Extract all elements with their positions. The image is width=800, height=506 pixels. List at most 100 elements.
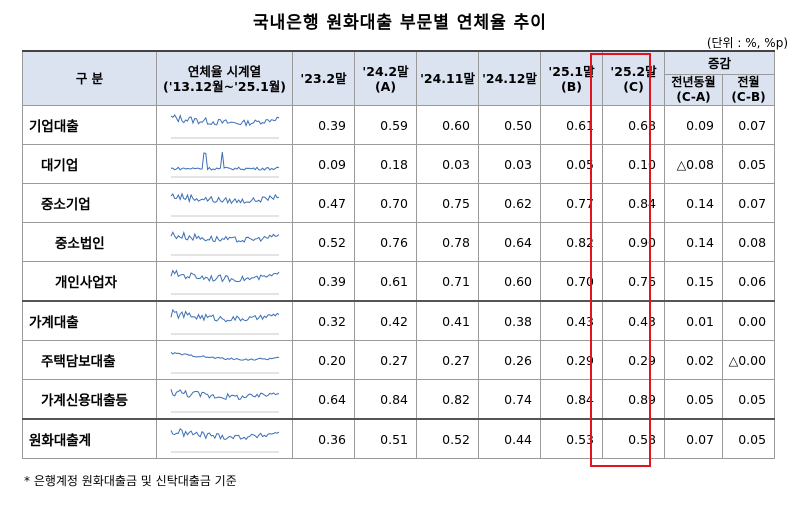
value-cell: 0.74: [478, 379, 542, 420]
value-cell: 0.41: [416, 300, 480, 341]
header-yoy-label: 전년동월: [671, 75, 716, 89]
value-cell: 0.39: [292, 261, 356, 302]
row-label: 원화대출계: [21, 418, 157, 459]
value-cell: 0.68: [602, 105, 666, 145]
sparkline-chart: [170, 113, 279, 139]
sparkline-chart: [170, 152, 279, 178]
header-yoy: 전년동월 (C-A): [664, 74, 724, 106]
value-cell: 0.84: [540, 379, 604, 420]
row-label: 기업대출: [21, 105, 157, 145]
value-cell: 0.09: [664, 105, 724, 145]
unit-label: (단위 : %, %p): [706, 36, 788, 50]
header-sparkline: 연체율 시계열 ('13.12월~'25.1월): [156, 50, 294, 106]
value-cell: 0.14: [664, 222, 724, 262]
header-col5: '25.1말 (B): [540, 50, 604, 106]
header-mom-label: 전월: [737, 75, 760, 89]
sparkline-cell: [156, 418, 294, 459]
header-sparkline-sub: ('13.12월~'25.1월): [163, 78, 286, 94]
row-label: 대기업: [21, 144, 157, 184]
value-cell: 0.29: [602, 340, 666, 380]
value-cell: 0.06: [722, 261, 776, 302]
header-col5-sub: (B): [561, 78, 582, 94]
value-cell: 0.50: [478, 105, 542, 145]
value-cell: 0.51: [354, 418, 418, 459]
row-label: 개인사업자: [21, 261, 157, 302]
sparkline-chart: [170, 269, 279, 295]
table-row: 원화대출계 0.36 0.51 0.52 0.44 0.53 0.58 0.07 0.05: [21, 418, 776, 459]
row-label: 중소법인: [21, 222, 157, 262]
value-cell: 0.64: [292, 379, 356, 420]
sparkline-cell: [156, 105, 294, 145]
value-cell: 0.42: [354, 300, 418, 341]
value-cell: 0.60: [416, 105, 480, 145]
value-cell: 0.07: [722, 183, 776, 223]
sparkline-cell: [156, 300, 294, 341]
value-cell: 0.26: [478, 340, 542, 380]
sparkline-cell: [156, 183, 294, 223]
value-cell: 0.58: [602, 418, 666, 459]
value-cell: 0.44: [478, 418, 542, 459]
sparkline-cell: [156, 144, 294, 184]
header-col4: '24.12말: [478, 50, 542, 106]
header-mom: 전월 (C-B): [722, 74, 776, 106]
value-cell: 0.03: [478, 144, 542, 184]
table-row: 대기업 0.09 0.18 0.03 0.03 0.05 0.10 △0.08 0.05: [21, 144, 776, 184]
value-cell: 0.77: [540, 183, 604, 223]
sparkline-cell: [156, 340, 294, 380]
row-label: 가계대출: [21, 300, 157, 341]
value-cell: 0.14: [664, 183, 724, 223]
header-col6: '25.2말 (C): [602, 50, 666, 106]
row-label: 중소기업: [21, 183, 157, 223]
sparkline-chart: [170, 351, 279, 374]
value-cell: 0.38: [478, 300, 542, 341]
value-cell: 0.84: [602, 183, 666, 223]
sparkline-chart: [170, 427, 279, 453]
header-col2-label: '24.2말: [362, 63, 409, 79]
table-row: 가계대출 0.32 0.42 0.41 0.38 0.43 0.43 0.01 0.00: [21, 300, 776, 341]
value-cell: 0.20: [292, 340, 356, 380]
sparkline-chart: [170, 192, 279, 217]
value-cell: 0.52: [416, 418, 480, 459]
value-cell: 0.07: [664, 418, 724, 459]
table-row: 가계신용대출등 0.64 0.84 0.82 0.74 0.84 0.89 0.05 0.05: [21, 379, 776, 420]
header-sparkline-title: 연체율 시계열: [187, 63, 262, 79]
value-cell: 0.15: [664, 261, 724, 302]
header-col6-sub: (C): [623, 78, 644, 94]
value-cell: 0.43: [540, 300, 604, 341]
sparkline-chart: [170, 389, 279, 413]
value-cell: 0.64: [478, 222, 542, 262]
value-cell: 0.76: [354, 222, 418, 262]
value-cell: 0.76: [602, 261, 666, 302]
footnote: * 은행계정 원화대출금 및 신탁대출금 기준: [24, 474, 237, 488]
value-cell: 0.10: [602, 144, 666, 184]
value-cell: 0.09: [292, 144, 356, 184]
value-cell: 0.08: [722, 222, 776, 262]
value-cell: 0.53: [540, 418, 604, 459]
value-cell: 0.75: [416, 183, 480, 223]
value-cell: 0.61: [540, 105, 604, 145]
table-row: 주택담보대출 0.20 0.27 0.27 0.26 0.29 0.29 0.02 △0.00: [21, 340, 776, 380]
header-col1: '23.2말: [292, 50, 356, 106]
header-yoy-sub: (C-A): [676, 90, 711, 104]
value-cell: 0.84: [354, 379, 418, 420]
header-mom-sub: (C-B): [731, 90, 766, 104]
value-cell: 0.05: [722, 418, 776, 459]
table-row: 개인사업자 0.39 0.61 0.71 0.60 0.70 0.76 0.15 0.06: [21, 261, 776, 302]
value-cell: 0.89: [602, 379, 666, 420]
value-cell: △0.08: [664, 144, 724, 184]
value-cell: 0.29: [540, 340, 604, 380]
value-cell: 0.61: [354, 261, 418, 302]
header-col2: '24.2말 (A): [354, 50, 418, 106]
value-cell: 0.71: [416, 261, 480, 302]
value-cell: 0.18: [354, 144, 418, 184]
header-col3: '24.11말: [416, 50, 480, 106]
value-cell: 0.05: [540, 144, 604, 184]
table-row: 중소법인 0.52 0.76 0.78 0.64 0.82 0.90 0.14 0.08: [21, 222, 776, 262]
value-cell: 0.90: [602, 222, 666, 262]
table-row: 기업대출 0.39 0.59 0.60 0.50 0.61 0.68 0.09 0.07: [21, 105, 776, 145]
table-row: 중소기업 0.47 0.70 0.75 0.62 0.77 0.84 0.14 0.07: [21, 183, 776, 223]
row-label: 가계신용대출등: [21, 379, 157, 420]
value-cell: 0.59: [354, 105, 418, 145]
value-cell: 0.82: [416, 379, 480, 420]
sparkline-cell: [156, 222, 294, 262]
